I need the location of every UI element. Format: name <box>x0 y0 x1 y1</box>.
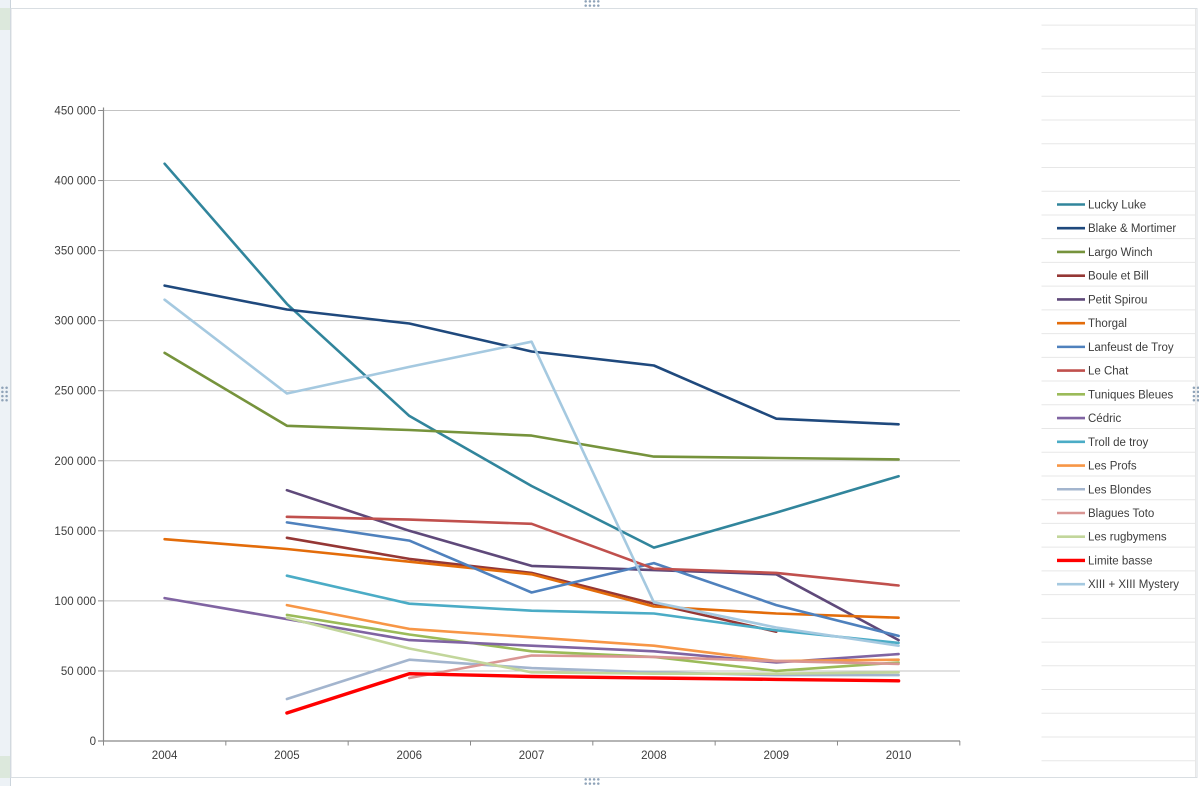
selection-handle-top[interactable] <box>584 0 600 7</box>
legend-label: Lanfeust de Troy <box>1088 342 1174 354</box>
x-tick-label: 2009 <box>763 750 789 762</box>
legend-label: Limite basse <box>1088 555 1153 567</box>
y-tick-label: 150 000 <box>54 526 96 538</box>
legend-label: Petit Spirou <box>1088 294 1147 306</box>
y-tick-label: 450 000 <box>54 106 96 118</box>
x-tick-label: 2007 <box>519 750 545 762</box>
series-line-lanfeust-de-troy[interactable] <box>285 521 900 638</box>
legend-item-blake-mortimer[interactable]: Blake & Mortimer <box>1057 223 1176 235</box>
legend-label: Tuniques Bleues <box>1088 389 1173 401</box>
series-line-lucky-luke[interactable] <box>163 162 900 549</box>
selection-handle-left[interactable] <box>1 386 8 402</box>
selection-handle-right[interactable] <box>1192 386 1199 402</box>
legend-label: Troll de troy <box>1088 437 1149 449</box>
selection-handle-bottom[interactable] <box>584 778 600 785</box>
legend-item-petit-spirou[interactable]: Petit Spirou <box>1057 294 1147 306</box>
y-tick-label: 0 <box>90 736 96 748</box>
legend[interactable]: Lucky Luke Blake & Mortimer Largo Winch Bou… <box>1057 200 1179 592</box>
legend-item-troll-de-troy[interactable]: Troll de troy <box>1057 437 1149 449</box>
legend-item-c-dric[interactable]: Cédric <box>1057 413 1121 425</box>
series-line-tuniques-bleues[interactable] <box>285 613 900 673</box>
series-line-c-dric[interactable] <box>163 596 900 664</box>
y-tick-label: 200 000 <box>54 456 96 468</box>
legend-item-les-profs[interactable]: Les Profs <box>1057 461 1137 473</box>
series-line-thorgal[interactable] <box>163 537 900 619</box>
legend-label: Boule et Bill <box>1088 271 1149 283</box>
legend-item-les-rugbymens[interactable]: Les rugbymens <box>1057 532 1167 544</box>
series-line-boule-et-bill[interactable] <box>285 536 778 633</box>
legend-label: Les Profs <box>1088 461 1137 473</box>
y-tick-label: 250 000 <box>54 386 96 398</box>
series-line-blake-mortimer[interactable] <box>163 284 900 426</box>
series-line-les-blondes[interactable] <box>285 658 900 701</box>
plot-gridlines <box>103 110 960 672</box>
y-tick-label: 350 000 <box>54 246 96 258</box>
x-tick-label: 2008 <box>641 750 667 762</box>
legend-item-le-chat[interactable]: Le Chat <box>1057 366 1129 378</box>
legend-item-blagues-toto[interactable]: Blagues Toto <box>1057 508 1154 520</box>
legend-item-tuniques-bleues[interactable]: Tuniques Bleues <box>1057 389 1173 401</box>
legend-item-lucky-luke[interactable]: Lucky Luke <box>1057 200 1146 212</box>
legend-item-boule-et-bill[interactable]: Boule et Bill <box>1057 271 1149 283</box>
plot-area[interactable] <box>163 162 901 715</box>
y-tick-label: 300 000 <box>54 316 96 328</box>
series-line-troll-de-troy[interactable] <box>285 574 900 645</box>
y-tick-label: 400 000 <box>54 176 96 188</box>
legend-label: Largo Winch <box>1088 247 1153 259</box>
legend-item-thorgal[interactable]: Thorgal <box>1057 318 1127 330</box>
series-line-limite-basse[interactable] <box>285 672 901 715</box>
legend-label: Blagues Toto <box>1088 508 1154 520</box>
y-tick-label: 100 000 <box>54 596 96 608</box>
axes[interactable] <box>98 107 961 746</box>
series-line-largo-winch[interactable] <box>163 351 900 461</box>
legend-item-les-blondes[interactable]: Les Blondes <box>1057 484 1152 496</box>
legend-label: Thorgal <box>1088 318 1127 330</box>
x-tick-label: 2010 <box>886 750 912 762</box>
legend-label: Lucky Luke <box>1088 200 1146 212</box>
legend-label: Le Chat <box>1088 366 1129 378</box>
chart-object-border <box>10 8 1198 778</box>
legend-item-lanfeust-de-troy[interactable]: Lanfeust de Troy <box>1057 342 1174 354</box>
series-line-les-rugbymens[interactable] <box>285 616 900 675</box>
series-line-xiii-xiii-mystery[interactable] <box>163 298 900 647</box>
worksheet-margin <box>0 0 11 786</box>
y-tick-label: 50 000 <box>61 666 96 678</box>
legend-item-limite-basse[interactable]: Limite basse <box>1057 555 1153 567</box>
series-line-petit-spirou[interactable] <box>285 488 900 642</box>
x-axis-labels: 2004 2005 2006 2007 2008 2009 2010 <box>152 750 912 762</box>
y-axis-labels: 0 50 000 100 000 150 000 200 000 250 000 300 0… <box>54 106 96 749</box>
x-tick-label: 2004 <box>152 750 178 762</box>
x-tick-label: 2005 <box>274 750 300 762</box>
legend-item-xiii-xiii-mystery[interactable]: XIII + XIII Mystery <box>1057 579 1179 591</box>
x-tick-label: 2006 <box>396 750 422 762</box>
legend-label: Cédric <box>1088 413 1121 425</box>
series-line-le-chat[interactable] <box>285 515 900 587</box>
legend-label: Blake & Mortimer <box>1088 223 1176 235</box>
worksheet-gridlines <box>1041 9 1196 777</box>
series-line-blagues-toto[interactable] <box>408 654 900 680</box>
legend-label: XIII + XIII Mystery <box>1088 579 1179 591</box>
legend-label: Les Blondes <box>1088 484 1152 496</box>
legend-item-largo-winch[interactable]: Largo Winch <box>1057 247 1153 259</box>
legend-label: Les rugbymens <box>1088 532 1167 544</box>
